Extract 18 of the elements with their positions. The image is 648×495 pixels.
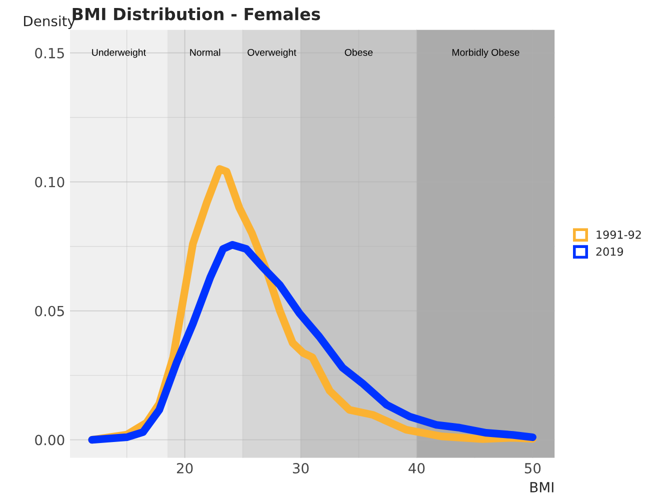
band-label: Overweight [248,48,296,58]
x-tick-label: 20 [176,462,193,474]
x-tick-label: 40 [408,462,425,474]
band-label: Normal [190,48,220,56]
band-label: Obese [344,48,373,56]
x-tick-label: 50 [524,462,541,474]
y-axis-title: Density [24,16,76,29]
y-tick-label: 0.10 [35,176,64,188]
x-axis-title: BMI [530,482,554,492]
chart-title: BMI Distribution - Females [72,7,320,20]
band-label: Morbidly Obese [452,48,520,58]
y-tick-label: 0.15 [35,48,64,58]
legend-label: 1991-92 [596,230,641,239]
x-tick-label: 30 [292,462,309,474]
y-tick-label: 0.00 [35,434,64,446]
y-tick-label: 0.05 [35,306,64,316]
legend-label: 2019 [596,247,623,256]
band-label: Underweight [92,48,146,58]
